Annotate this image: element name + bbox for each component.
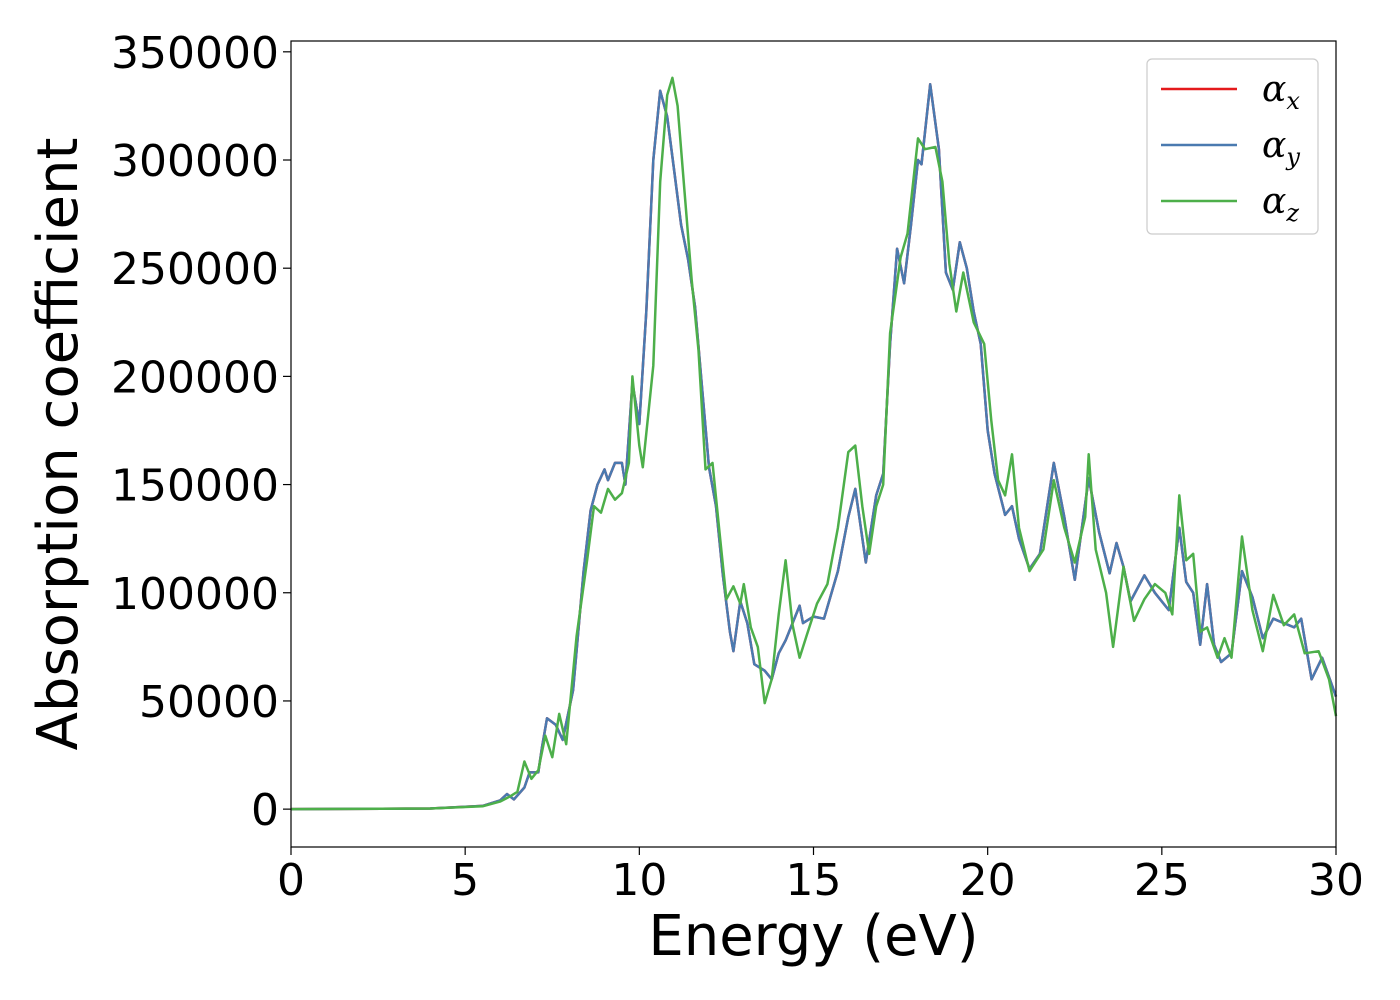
y-tick-label: 150000 (111, 461, 279, 512)
y-tick-label: 100000 (111, 569, 279, 620)
x-tick-label: 25 (1134, 855, 1190, 906)
series-line-alpha-y (290, 83, 1338, 811)
legend-label-alpha-x: αx (1262, 69, 1300, 115)
y-tick-label: 250000 (111, 244, 279, 295)
legend-label-alpha-y: αy (1262, 125, 1300, 171)
plot-area (290, 76, 1338, 811)
legend-label-alpha-z: αz (1262, 181, 1299, 227)
y-tick-label: 300000 (111, 136, 279, 187)
x-tick-label: 0 (277, 855, 305, 906)
legend-box (1146, 58, 1319, 235)
y-tick-label: 50000 (139, 677, 279, 728)
series-line-alpha-z (290, 76, 1338, 811)
y-tick-label: 350000 (111, 28, 279, 79)
y-axis-title: Absorption coefficient (26, 138, 91, 751)
x-axis-title: Energy (eV) (648, 904, 978, 969)
legend: αx αy αz (1146, 58, 1319, 235)
y-axis: 0 50000 100000 150000 200000 250000 300000 3500… (111, 28, 291, 836)
x-tick-label: 10 (611, 855, 667, 906)
x-tick-label: 30 (1308, 855, 1364, 906)
y-tick-label: 200000 (111, 352, 279, 403)
x-axis: 0 5 10 15 20 25 30 (277, 847, 1364, 906)
y-tick-label: 0 (251, 785, 279, 836)
x-tick-label: 5 (451, 855, 479, 906)
plot-frame (290, 40, 1337, 848)
x-tick-label: 20 (960, 855, 1016, 906)
x-tick-label: 15 (786, 855, 842, 906)
